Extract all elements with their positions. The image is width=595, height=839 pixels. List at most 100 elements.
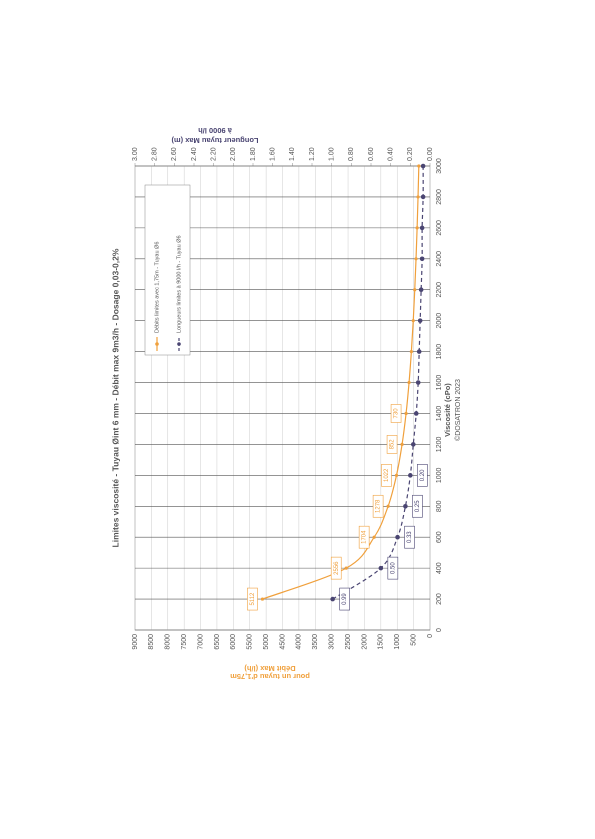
point [394,473,399,477]
point [404,411,408,416]
data-label-box [372,494,384,518]
data-label: 730 [394,408,400,419]
point [260,597,265,601]
y2-tick-label: 2.00 [230,147,237,161]
data-label: 0.99 [342,593,348,605]
point [413,411,419,416]
y2-tick-label: 2.40 [191,147,198,161]
data-label: 0.33 [407,531,413,543]
data-label: 1278 [376,499,382,513]
y-tick-label: 1000 [394,634,401,650]
data-label: 2556 [334,561,340,575]
y2-tick-label: 2.80 [152,147,159,161]
point [413,288,417,292]
y-tick-label: 0 [427,634,434,638]
point [409,350,413,354]
y-tick-label: 2000 [361,634,368,650]
y2-tick-label: 0.20 [407,147,414,161]
point [419,225,425,231]
x-tick-label: 1200 [436,437,443,453]
point [403,503,408,509]
data-label: 0.50 [390,562,396,574]
y2-axis-title: Longueur tuyau Max (m) [171,136,259,145]
y-tick-label: 5500 [247,634,254,650]
y2-tick-label: 0.40 [388,147,395,161]
point [411,319,415,323]
y2-tick-label: 2.20 [211,147,218,161]
x-tick-label: 1400 [436,406,443,422]
x-tick-label: 800 [436,500,443,512]
y2-tick-label: 1.40 [289,147,296,161]
point [378,565,384,571]
y2-tick-label: 2.60 [171,147,178,161]
y2-tick-label: 0.00 [427,147,434,161]
y-tick-label: 6500 [214,634,221,650]
point [420,194,426,200]
y-tick-label: 3500 [312,634,319,650]
y-tick-label: 7000 [197,634,204,650]
rotated-chart: Limites viscosité - Tuyau Øint 6 mm - Dé… [110,126,462,681]
point [410,442,416,447]
point [407,380,411,385]
y2-tick-label: 0.80 [348,147,355,161]
y-tick-label: 1500 [378,634,385,650]
legend-label: Débits limites avec 1,75m - Tuyau Ø6 [154,242,160,333]
data-label: 1704 [362,530,368,544]
point [417,164,421,168]
point [415,226,419,230]
y2-tick-label: 1.80 [250,147,257,161]
data-label-box [358,525,370,549]
x-tick-label: 2600 [436,220,443,236]
y-tick-label: 9000 [132,634,139,650]
data-label-box [330,556,342,580]
data-label-box [387,556,399,580]
data-label: 852 [390,439,396,450]
data-label: 0.20 [420,469,426,481]
y-tick-label: 8000 [165,634,172,650]
y2-tick-label: 0.60 [368,147,375,161]
point [330,596,335,602]
point [414,257,418,261]
x-tick-label: 200 [436,593,443,605]
point [372,535,376,539]
y2-tick-label: 1.60 [270,147,277,161]
x-tick-label: 1600 [436,375,443,391]
x-tick-label: 400 [436,562,443,574]
data-label-box [390,404,402,423]
data-label-box [339,587,350,611]
y-axis-title: pour un tuyau d'1,75m [230,672,310,681]
point [408,473,413,478]
data-label-box [247,587,258,611]
data-label-box [417,464,428,487]
point [420,163,426,169]
x-tick-label: 2200 [436,282,443,298]
legend-marker [177,342,181,346]
data-label-box [412,494,423,518]
y2-tick-label: 3.00 [132,147,139,161]
y-tick-label: 4500 [279,634,286,650]
y-tick-label: 7500 [181,634,188,650]
legend-label: Longueurs limites à 9000 l/h - Tuyau Ø6 [176,235,182,333]
y-tick-label: 500 [410,634,417,646]
point [395,534,400,540]
point [416,195,420,199]
point [415,380,421,385]
data-label-box [404,525,415,549]
y-tick-label: 2500 [345,634,352,650]
data-label: 0.25 [415,500,421,512]
x-tick-label: 1000 [436,467,443,483]
legend-box [144,184,191,356]
legend-marker [155,342,159,346]
y-tick-label: 4000 [296,634,303,650]
x-tick-label: 0 [436,628,443,632]
y2-tick-label: 1.20 [309,147,316,161]
point [419,256,425,262]
data-label-box [386,435,398,454]
point [418,287,424,293]
x-tick-label: 2000 [436,313,443,329]
y-tick-label: 8500 [148,634,155,650]
point [386,504,390,508]
y-tick-label: 3000 [329,634,336,650]
y-axis-title: Débit Max (l/h) [244,664,296,673]
